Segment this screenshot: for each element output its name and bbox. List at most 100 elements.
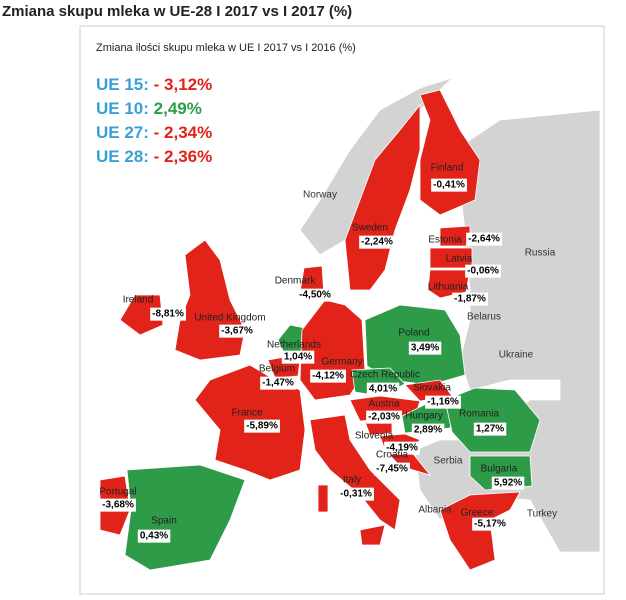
value-box — [281, 350, 315, 364]
country-name: Spain — [151, 516, 177, 527]
country-value: -4,19% — [386, 443, 418, 454]
non-eu-label: Serbia — [434, 456, 463, 467]
country-value: -7,45% — [376, 464, 408, 475]
value-box — [366, 410, 402, 424]
map-shapes — [99, 77, 601, 571]
country-name: United Kingdom — [194, 313, 265, 324]
country-value: -2,64% — [468, 234, 500, 245]
country-value: -1,47% — [262, 378, 294, 389]
country-shape — [359, 524, 386, 546]
summary: UE 15: - 3,12% UE 10: 2,49% UE 27: - 2,3… — [96, 75, 212, 166]
country-name: Denmark — [275, 276, 317, 287]
country-name: Netherlands — [267, 340, 321, 351]
value-box — [244, 419, 280, 433]
country-value: -4,12% — [312, 371, 344, 382]
country-name: Slovakia — [413, 383, 451, 394]
page-title: Zmiana skupu mleka w UE-28 I 2017 vs I 2… — [2, 3, 352, 20]
value-box — [150, 307, 186, 321]
country-value: 1,27% — [476, 424, 504, 435]
value-box — [491, 476, 525, 490]
country-value: 4,01% — [369, 384, 397, 395]
summary-line: UE 27: - 2,34% — [96, 123, 212, 142]
country-value: -0,06% — [467, 266, 499, 277]
non-eu-label: Turkey — [527, 509, 557, 520]
summary-line: UE 15: - 3,12% — [96, 75, 212, 94]
country-value: -0,41% — [433, 180, 465, 191]
country-name: Sweden — [352, 223, 388, 234]
non-eu-label: Ukraine — [499, 350, 534, 361]
summary-label: UE 27: — [96, 123, 149, 142]
country-value: 2,89% — [414, 425, 442, 436]
country-name: Italy — [343, 475, 361, 486]
country-name: Hungary — [405, 411, 443, 422]
country-shape — [444, 387, 541, 453]
map-subtitle: Zmiana ilości skupu mleka w UE I 2017 vs… — [96, 42, 356, 54]
country-value: -2,24% — [361, 237, 393, 248]
value-box — [466, 232, 502, 246]
country-name: Romania — [459, 409, 499, 420]
country-value: -5,17% — [474, 519, 506, 530]
summary-line: UE 28: - 2,36% — [96, 147, 212, 166]
country-name: Ireland — [123, 295, 154, 306]
country-name: Austria — [368, 399, 400, 410]
summary-line: UE 10: 2,49% — [96, 99, 202, 118]
country-value: -0,31% — [340, 489, 372, 500]
non-eu-label: Albania — [418, 505, 452, 516]
country-name: Germany — [321, 357, 362, 368]
non-eu-label: Russia — [525, 248, 556, 259]
value-box — [472, 517, 508, 531]
country-name: Croatia — [376, 450, 409, 461]
country-value: -4,50% — [299, 290, 331, 301]
country-value: -8,81% — [152, 309, 184, 320]
country-name: Portugal — [99, 487, 136, 498]
country-shape — [124, 464, 246, 571]
summary-label: UE 28: — [96, 147, 149, 166]
non-eu-label: Norway — [303, 190, 337, 201]
country-shape — [317, 484, 329, 513]
country-value: 1,04% — [284, 352, 312, 363]
summary-value: - 3,12% — [154, 75, 213, 94]
country-name: France — [231, 408, 263, 419]
country-name: Bulgaria — [481, 464, 518, 475]
summary-value: - 2,36% — [154, 147, 213, 166]
country-value: -3,67% — [221, 326, 253, 337]
non-eu-label: Belarus — [467, 312, 501, 323]
summary-label: UE 15: — [96, 75, 149, 94]
value-box — [297, 288, 333, 302]
country-name: Belgium — [259, 364, 295, 375]
value-box — [465, 264, 501, 278]
value-box — [137, 529, 171, 543]
summary-label: UE 10: — [96, 99, 149, 118]
value-box — [338, 487, 374, 501]
value-box — [425, 395, 461, 409]
country-shape — [439, 225, 471, 247]
value-box — [411, 423, 445, 437]
country-labels: Finland -0,41% Sweden -2,24% Estonia -2,… — [99, 163, 557, 543]
value-box — [359, 235, 395, 249]
country-value: -1,16% — [427, 397, 459, 408]
country-value: -5,89% — [246, 421, 278, 432]
value-box — [366, 382, 400, 396]
country-name: Finland — [431, 163, 464, 174]
value-box — [374, 462, 410, 476]
country-value: 3,49% — [411, 343, 439, 354]
value-box — [384, 441, 420, 455]
value-box — [310, 369, 346, 383]
value-box — [260, 376, 296, 390]
country-name: Latvia — [446, 254, 473, 265]
value-box — [473, 422, 507, 436]
value-box — [452, 292, 488, 306]
country-value: -2,03% — [368, 412, 400, 423]
country-name: Lithuania — [428, 282, 469, 293]
country-shape — [309, 414, 401, 531]
country-value: 0,43% — [140, 531, 168, 542]
country-value: -1,87% — [454, 294, 486, 305]
country-name: Czech Republic — [350, 370, 420, 381]
summary-value: 2,49% — [154, 99, 202, 118]
value-box — [219, 324, 255, 338]
value-box — [408, 341, 442, 355]
country-name: Poland — [398, 328, 429, 339]
value-box — [100, 498, 136, 512]
country-value: -3,68% — [102, 500, 134, 511]
